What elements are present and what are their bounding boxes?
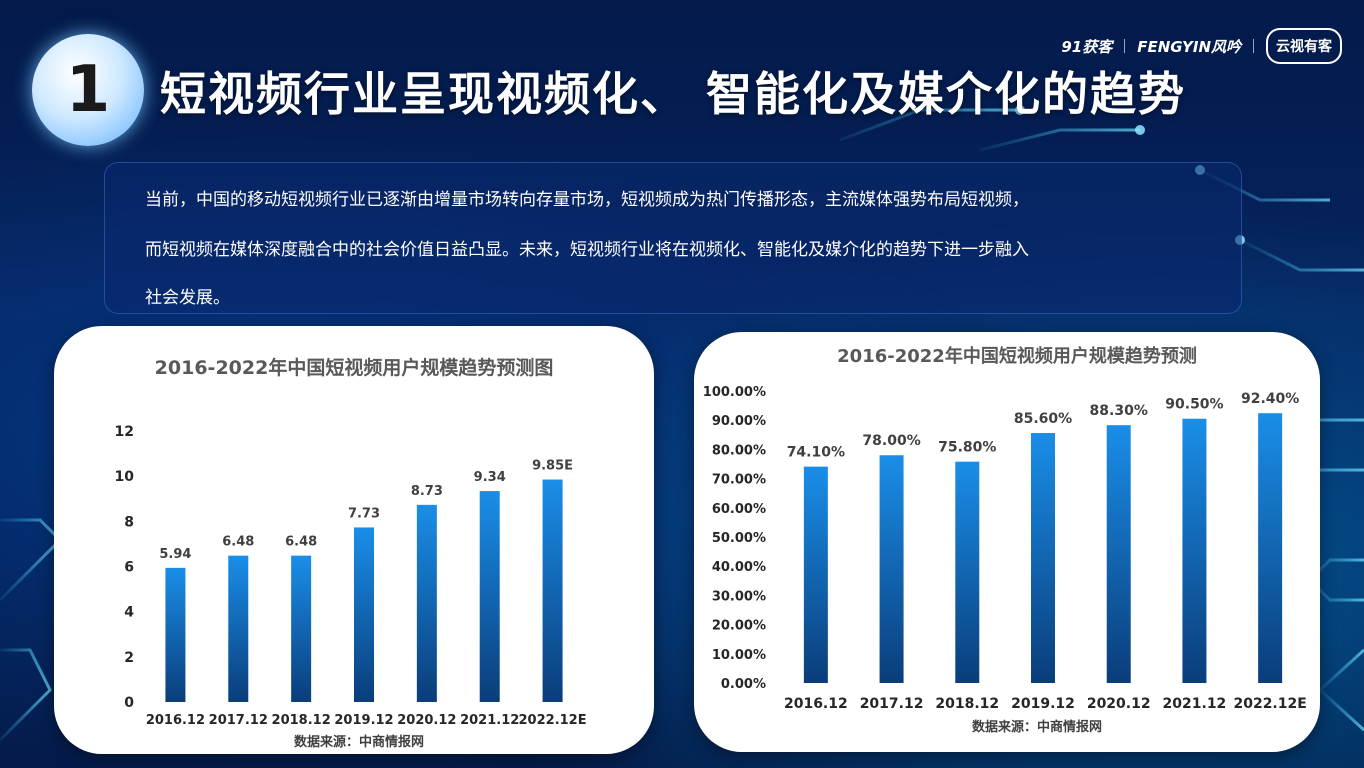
y-tick-label: 0	[124, 695, 134, 711]
logo-divider	[1124, 39, 1126, 53]
y-tick-label: 0.00%	[721, 677, 766, 692]
y-tick-label: 6	[124, 560, 134, 576]
logo-yunshiyouke: 云视有客	[1266, 28, 1342, 64]
chart-card-penetration: 2016-2022年中国短视频用户规模趋势预测 0.00% 10.00% 20.00…	[694, 332, 1320, 752]
data-label: 5.94	[159, 547, 191, 562]
bar	[479, 491, 500, 702]
x-tick-label: 2019.12	[1011, 696, 1075, 712]
y-tick-label: 20.00%	[712, 619, 766, 634]
chart-card-users: 2016-2022年中国短视频用户规模趋势预测图 0 2 4 6 8 10 12 5.94 20…	[54, 326, 654, 754]
bar	[416, 504, 437, 702]
bar	[354, 527, 374, 702]
y-tick-label: 70.00%	[712, 473, 766, 488]
x-tick-label: 2020.12	[1087, 696, 1151, 712]
x-tick-label: 2016.12	[784, 696, 848, 712]
data-label: 9.85E	[532, 459, 573, 474]
chart-source: 数据来源：中商情报网	[972, 719, 1102, 735]
y-tick-label: 40.00%	[712, 560, 766, 575]
x-tick-label: 2022.12E	[519, 713, 587, 728]
intro-line-2: 而短视频在媒体深度融合中的社会价值日益凸显。未来，短视频行业将在视频化、智能化及…	[145, 240, 1029, 260]
logo-fengyin: FENGYIN风吟	[1137, 37, 1241, 56]
intro-line-3: 社会发展。	[145, 288, 230, 308]
data-label: 85.60%	[1014, 411, 1072, 427]
section-number: 1	[65, 53, 111, 127]
y-tick-label: 10.00%	[712, 648, 766, 663]
data-label: 7.73	[348, 506, 380, 521]
y-tick-label: 12	[115, 424, 134, 440]
data-label: 90.50%	[1165, 397, 1223, 413]
brand-logos: 91获客 FENGYIN风吟 云视有客	[1061, 26, 1342, 66]
bar	[542, 479, 563, 702]
x-tick-label: 2019.12	[334, 713, 393, 728]
x-tick-label: 2018.12	[935, 696, 999, 712]
y-tick-label: 2	[124, 650, 134, 666]
data-label: 6.48	[285, 535, 317, 550]
y-tick-label: 100.00%	[703, 385, 766, 400]
x-tick-label: 2017.12	[860, 696, 924, 712]
data-label: 74.10%	[787, 445, 845, 461]
bar	[1258, 413, 1283, 683]
x-tick-label: 2021.12	[1163, 696, 1227, 712]
data-label: 88.30%	[1090, 403, 1148, 419]
page-title: 短视频行业呈现视频化、 智能化及媒介化的趋势	[160, 67, 1187, 121]
users-bar-chart: 2016-2022年中国短视频用户规模趋势预测图 0 2 4 6 8 10 12 5.94 20…	[115, 356, 587, 750]
y-tick-label: 8	[124, 514, 134, 530]
y-tick-label: 10	[115, 469, 135, 485]
chart-title: 2016-2022年中国短视频用户规模趋势预测	[837, 345, 1197, 367]
bar	[1182, 418, 1207, 683]
section-number-badge: 1	[32, 34, 144, 146]
logo-divider	[1253, 39, 1254, 53]
bar	[1031, 433, 1055, 683]
bar	[803, 466, 828, 683]
x-tick-label: 2020.12	[397, 713, 456, 728]
data-label: 8.73	[411, 484, 443, 499]
x-tick-label: 2021.12	[460, 713, 519, 728]
bar	[955, 461, 980, 683]
x-tick-label: 2017.12	[209, 713, 268, 728]
x-tick-label: 2018.12	[272, 713, 331, 728]
x-tick-label: 2016.12	[146, 713, 205, 728]
intro-line-1: 当前，中国的移动短视频行业已逐渐由增量市场转向存量市场，短视频成为热门传播形态，…	[145, 190, 1029, 210]
intro-panel: 当前，中国的移动短视频行业已逐渐由增量市场转向存量市场，短视频成为热门传播形态，…	[104, 162, 1242, 314]
bar	[228, 555, 249, 702]
data-label: 9.34	[474, 470, 506, 485]
penetration-bar-chart: 2016-2022年中国短视频用户规模趋势预测 0.00% 10.00% 20.00…	[703, 345, 1307, 735]
y-tick-label: 4	[124, 605, 134, 621]
data-label: 6.48	[222, 535, 254, 550]
y-tick-label: 60.00%	[712, 502, 766, 517]
bar	[1106, 425, 1131, 683]
bar	[879, 455, 904, 683]
bar	[291, 555, 312, 702]
logo-91huoke: 91获客	[1061, 37, 1113, 56]
bar	[165, 567, 186, 702]
data-label: 92.40%	[1241, 391, 1299, 407]
data-label: 75.80%	[938, 440, 996, 456]
y-tick-label: 90.00%	[712, 414, 766, 429]
data-label: 78.00%	[862, 433, 920, 449]
x-tick-label: 2022.12E	[1233, 696, 1306, 712]
chart-source: 数据来源：中商情报网	[294, 734, 424, 750]
y-tick-label: 80.00%	[712, 443, 766, 458]
y-tick-label: 50.00%	[712, 531, 766, 546]
chart-title: 2016-2022年中国短视频用户规模趋势预测图	[155, 356, 554, 379]
y-tick-label: 30.00%	[712, 589, 766, 604]
